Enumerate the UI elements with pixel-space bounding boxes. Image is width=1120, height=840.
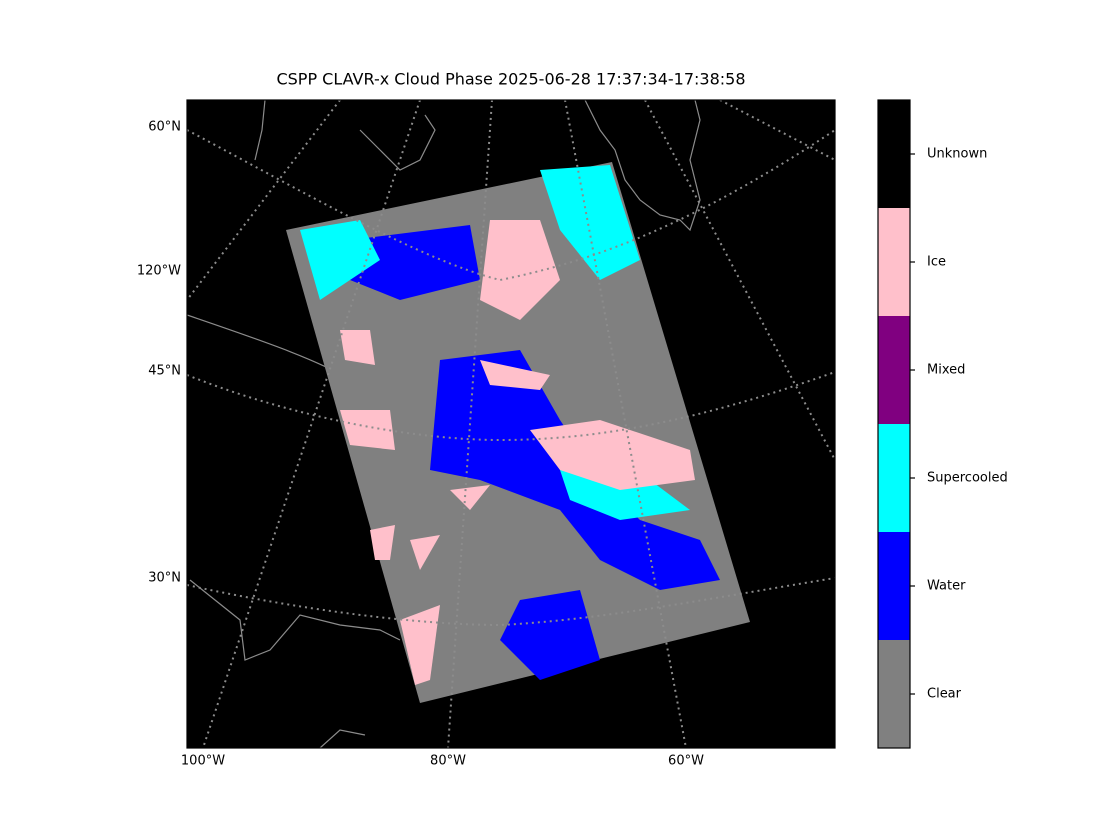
colorbar-frame [877,99,911,749]
coastline [584,100,701,232]
lon-label: 100°W [181,754,225,769]
graticule [644,100,835,461]
lon-label: 60°W [668,754,704,769]
colorbar-label: Ice [927,255,946,270]
map-frame [186,99,836,749]
map-title: CSPP CLAVR-x Cloud Phase 2025-06-28 17:3… [276,70,745,89]
lon-label: 120°W [137,264,181,279]
colorbar-segment [878,316,910,424]
lat-label: 45°N [148,364,181,379]
graticule [564,100,687,748]
map [187,100,835,748]
colorbar-segment [878,100,910,208]
colorbar-segment [878,208,910,316]
cloud-field [300,165,720,685]
colorbar-label: Clear [927,687,962,702]
graticule [447,100,493,748]
colorbar-label: Mixed [927,363,965,378]
colorbar-segment [878,640,910,748]
colorbar-label: Supercooled [927,471,1008,486]
colorbar-label: Unknown [927,147,987,162]
colorbar-segment [878,532,910,640]
colorbar: Unknown Ice Mixed Supercooled Water Clear [877,99,1008,749]
colorbar-label: Water [927,579,966,594]
graticule [719,100,835,161]
coastline [189,579,401,748]
colorbar-segment [878,424,910,532]
lat-label: 30°N [148,571,181,586]
coastline [254,100,436,171]
lat-label: 60°N [148,120,181,135]
lon-label: 80°W [430,754,466,769]
